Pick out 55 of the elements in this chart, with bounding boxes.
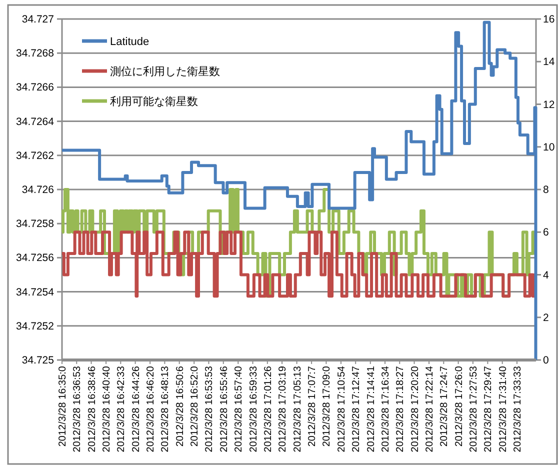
x-tick-label: 2012/3/28 16:52:0 — [190, 366, 201, 447]
x-tick-label: 2012/3/28 16:53:53 — [204, 366, 216, 452]
x-tick-label: 2012/3/28 17:33:33 — [512, 366, 524, 452]
y2-tick-label: 16 — [543, 14, 555, 26]
x-tick-label: 2012/3/28 17:29:47 — [483, 366, 494, 452]
x-tick-label: 2012/3/28 17:31:40 — [498, 366, 509, 452]
x-tick-label: 2012/3/28 17:10:54 — [336, 366, 348, 452]
y2-tick-label: 4 — [543, 269, 549, 282]
y2-tick-label: 0 — [543, 354, 549, 366]
y-tick-label: 34.7256 — [16, 252, 54, 264]
x-tick-label: 2012/3/28 17:14:41 — [366, 366, 377, 452]
x-tick-label: 2012/3/28 17:24:7 — [439, 366, 450, 447]
y-tick-label: 34.727 — [22, 14, 54, 26]
x-tick-label: 2012/3/28 16:55:46 — [218, 366, 230, 452]
x-tick-label: 2012/3/28 17:07:7 — [307, 366, 318, 447]
x-tick-label: 2012/3/28 17:05:13 — [292, 366, 304, 452]
y2-tick-label: 2 — [543, 312, 549, 324]
x-tick-label: 2012/3/28 17:09:0 — [322, 366, 333, 447]
x-tick-label: 2012/3/28 16:46:20 — [146, 366, 157, 452]
y-tick-label: 34.7262 — [16, 150, 54, 162]
x-tick-label: 2012/3/28 17:18:27 — [395, 366, 406, 452]
x-tick-label: 2012/3/28 17:27:53 — [468, 366, 480, 452]
x-tick-label: 2012/3/28 16:48:13 — [160, 366, 172, 452]
y-tick-label: 34.7268 — [16, 48, 54, 60]
x-tick-label: 2012/3/28 16:44:26 — [130, 366, 142, 452]
y-tick-label: 34.725 — [22, 354, 54, 366]
y2-tick-label: 10 — [543, 141, 555, 154]
y-tick-label: 34.7264 — [16, 116, 54, 128]
x-tick-label: 2012/3/28 17:20:20 — [410, 366, 421, 452]
x-tick-label: 2012/3/28 16:36:53 — [72, 366, 84, 452]
y2-tick-label: 8 — [543, 184, 549, 196]
y2-tick-label: 14 — [543, 56, 555, 68]
x-tick-label: 2012/3/28 16:59:33 — [248, 366, 260, 452]
x-tick-label: 2012/3/28 17:26:0 — [454, 366, 465, 447]
y-tick-label: 34.7258 — [16, 218, 54, 230]
x-tick-label: 2012/3/28 16:40:40 — [102, 366, 113, 452]
legend-label: Latitude — [110, 36, 150, 48]
y2-tick-label: 6 — [543, 226, 549, 239]
x-tick-label: 2012/3/28 17:01:26 — [262, 366, 274, 452]
x-tick-label: 2012/3/28 17:16:34 — [380, 366, 392, 452]
y-tick-label: 34.7254 — [16, 286, 54, 298]
x-tick-label: 2012/3/28 17:03:19 — [278, 366, 289, 452]
legend-label: 測位に利用した衛星数 — [110, 65, 220, 78]
y2-tick-label: 12 — [543, 98, 555, 111]
x-tick-label: 2012/3/28 17:22:14 — [424, 366, 436, 452]
y-tick-label: 34.7252 — [16, 320, 54, 332]
x-tick-label: 2012/3/28 16:57:40 — [234, 366, 245, 452]
y-tick-label: 34.7266 — [16, 82, 54, 94]
x-tick-label: 2012/3/28 17:12:47 — [351, 366, 362, 452]
legend-label: 利用可能な衛星数 — [110, 95, 198, 108]
x-tick-label: 2012/3/28 16:42:33 — [116, 366, 128, 452]
x-tick-label: 2012/3/28 16:50:6 — [174, 366, 186, 447]
y-tick-label: 34.726 — [22, 184, 54, 196]
x-tick-label: 2012/3/28 16:35:0 — [58, 366, 68, 447]
x-tick-label: 2012/3/28 16:38:46 — [86, 366, 98, 452]
